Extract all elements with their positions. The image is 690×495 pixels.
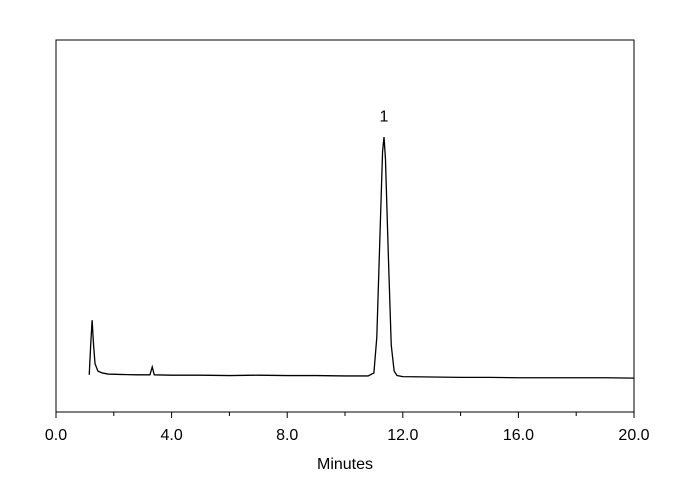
chromatogram-line [88,137,635,379]
x-axis-label: Minutes [317,456,373,473]
x-tick-label: 12.0 [387,427,418,444]
peak-label: 1 [380,108,389,125]
x-tick-label: 4.0 [160,427,182,444]
x-tick-label: 16.0 [503,427,534,444]
x-tick-label: 0.0 [45,427,67,444]
x-tick-label: 8.0 [276,427,298,444]
plot-frame [55,39,635,413]
x-tick-label: 20.0 [618,427,649,444]
